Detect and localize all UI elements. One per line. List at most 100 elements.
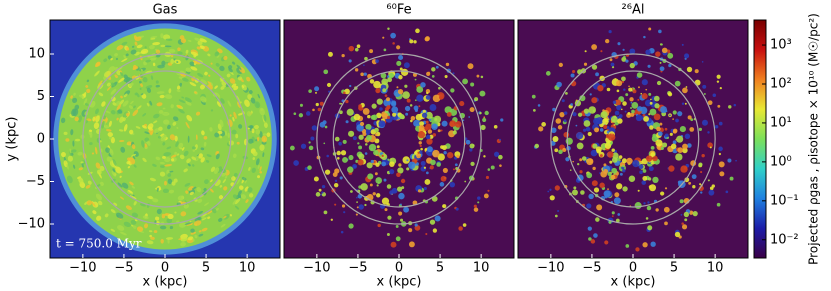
isotope-clump	[644, 99, 652, 107]
gas-clump	[126, 46, 130, 51]
isotope-clump	[615, 218, 620, 223]
isotope-clump	[375, 59, 379, 63]
isotope-clump	[635, 247, 640, 252]
gas-clump	[236, 64, 242, 70]
y-tick-label: −10	[18, 217, 45, 232]
isotope-clump	[308, 89, 312, 94]
gas-clump	[133, 201, 137, 206]
isotope-clump	[397, 167, 404, 174]
gas-clump	[78, 167, 83, 171]
isotope-clump	[469, 143, 475, 149]
x-tick-label: 5	[670, 261, 678, 276]
isotope-clump	[647, 225, 653, 231]
gas-clump	[110, 110, 116, 115]
isotope-clump	[383, 48, 387, 52]
isotope-clump	[577, 162, 580, 166]
gas-clump	[237, 101, 242, 109]
isotope-clump	[623, 55, 626, 59]
gas-clump	[125, 205, 132, 210]
gas-clump	[94, 146, 98, 155]
isotope-clump	[409, 104, 413, 107]
isotope-clump	[346, 108, 354, 116]
isotope-clump	[437, 129, 441, 133]
isotope-clump	[386, 233, 390, 236]
gas-clump	[140, 83, 143, 88]
isotope-clump	[480, 124, 486, 131]
gas-clump	[229, 114, 232, 117]
isotope-clump	[701, 119, 708, 126]
gas-clump	[213, 167, 220, 174]
isotope-clump	[398, 75, 403, 80]
isotope-clump	[372, 192, 376, 196]
gas-clump	[90, 201, 96, 207]
isotope-clump	[328, 90, 331, 93]
isotope-clump	[627, 111, 631, 115]
isotope-clump	[477, 201, 480, 204]
isotope-clump	[425, 36, 430, 42]
gas-clump	[169, 170, 174, 173]
isotope-clump	[319, 101, 324, 106]
isotope-clump	[563, 119, 567, 123]
gas-clump	[235, 197, 241, 205]
gas-clump	[93, 122, 100, 130]
isotope-clump	[670, 143, 677, 150]
gas-clump	[116, 44, 124, 51]
gas-clump	[229, 78, 236, 84]
isotope-clump	[376, 145, 380, 149]
isotope-clump	[554, 148, 559, 153]
isotope-clump	[668, 165, 675, 172]
gas-clump	[191, 146, 196, 150]
gas-clump	[248, 138, 254, 144]
isotope-clump	[414, 78, 417, 81]
gas-clump	[227, 100, 232, 107]
isotope-clump	[684, 53, 690, 59]
isotope-clump	[412, 200, 418, 206]
isotope-clump	[389, 169, 395, 175]
isotope-clump	[454, 163, 458, 167]
gas-clump	[218, 217, 223, 222]
gas-clump	[126, 141, 132, 146]
isotope-clump	[423, 166, 427, 169]
gas-clump	[172, 116, 179, 122]
gas-clump	[121, 58, 128, 63]
isotope-clump	[323, 142, 326, 145]
panel-title: Gas	[153, 3, 178, 18]
isotope-clump	[321, 191, 324, 194]
gas-clump	[194, 234, 198, 239]
isotope-clump	[538, 126, 544, 132]
isotope-clump	[648, 92, 652, 96]
gas-clump	[185, 190, 189, 194]
gas-clump	[115, 212, 124, 219]
gas-clump	[178, 108, 185, 114]
gas-clump	[226, 73, 231, 78]
gas-clump	[194, 37, 200, 41]
isotope-clump	[587, 226, 592, 231]
isotope-clump	[429, 219, 436, 225]
gas-clump	[248, 125, 254, 129]
isotope-clump	[641, 93, 648, 100]
isotope-clump	[611, 66, 615, 69]
gas-clump	[63, 131, 68, 135]
isotope-clump	[709, 146, 712, 149]
gas-clump	[195, 111, 201, 116]
isotope-clump	[672, 118, 674, 120]
ring	[82, 53, 248, 225]
gas-clump	[119, 231, 127, 236]
isotope-clump	[456, 154, 460, 159]
gas-clump	[192, 237, 195, 242]
gas-clump	[95, 108, 99, 115]
gas-clump	[156, 102, 163, 107]
gas-clump	[128, 157, 136, 165]
isotope-clump	[628, 87, 633, 92]
isotope-clump	[537, 104, 541, 107]
isotope-clump	[315, 192, 321, 197]
isotope-clump	[579, 158, 583, 162]
gas-clump	[146, 196, 154, 200]
gas-clump	[237, 190, 242, 196]
gas-clump	[91, 152, 95, 155]
isotope-clump	[425, 95, 431, 100]
isotope-clump	[369, 79, 375, 84]
gas-clump	[61, 151, 66, 158]
isotope-clump	[679, 199, 684, 204]
gas-clump	[128, 82, 134, 87]
